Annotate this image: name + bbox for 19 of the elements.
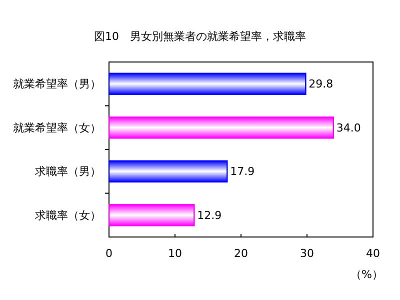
x-tick-label: 30 xyxy=(300,247,314,260)
y-tick-label: 就業希望率（男） xyxy=(13,78,101,91)
x-tick-label: 20 xyxy=(234,247,248,260)
bar xyxy=(108,204,195,226)
data-label: 29.8 xyxy=(308,78,334,91)
x-tick-label: 10 xyxy=(168,247,182,260)
chart-title: 図10 男女別無業者の就業希望率，求職率 xyxy=(94,30,306,43)
data-label: 17.9 xyxy=(230,165,255,178)
data-label: 34.0 xyxy=(336,121,361,134)
bar xyxy=(108,72,306,95)
x-axis-title: （%） xyxy=(350,268,383,281)
y-tick-label: 求職率（男） xyxy=(35,165,101,178)
x-tick-label: 40 xyxy=(366,247,380,260)
bar xyxy=(108,160,228,182)
bar xyxy=(108,116,334,139)
y-tick-label: 求職率（女） xyxy=(35,208,101,222)
x-tick-label: 0 xyxy=(106,247,112,260)
data-label: 12.9 xyxy=(197,208,222,222)
y-tick-label: 就業希望率（女） xyxy=(13,121,101,134)
